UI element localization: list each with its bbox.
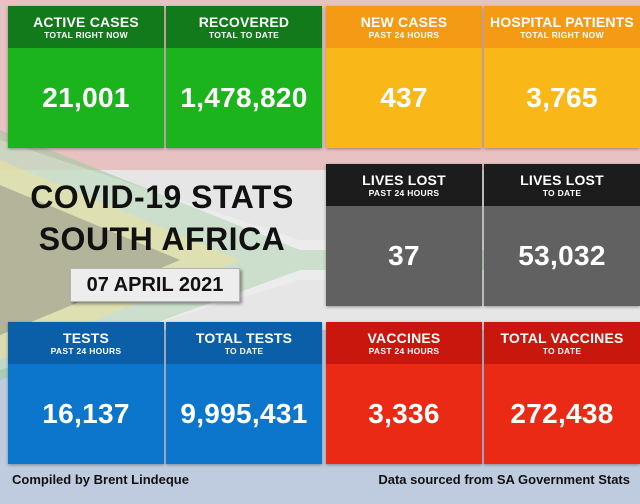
card-title: VACCINES: [367, 329, 441, 346]
lives-lost-24h-card: LIVES LOST PAST 24 HOURS 37: [326, 164, 482, 306]
date-badge: 07 APRIL 2021: [70, 268, 240, 302]
footer-source: Data sourced from SA Government Stats: [378, 472, 630, 487]
recovered-card: RECOVERED TOTAL TO DATE 1,478,820: [166, 6, 322, 148]
card-title: TOTAL VACCINES: [500, 329, 624, 346]
card-value: 37: [326, 206, 482, 306]
card-subtitle: PAST 24 HOURS: [368, 345, 440, 356]
card-value: 3,765: [484, 48, 640, 148]
card-title: LIVES LOST: [520, 171, 604, 188]
card-title: TOTAL TESTS: [195, 329, 293, 346]
active-cases-card: ACTIVE CASES TOTAL RIGHT NOW 21,001: [8, 6, 164, 148]
card-subtitle: TOTAL RIGHT NOW: [44, 29, 128, 40]
card-subtitle: TOTAL RIGHT NOW: [520, 29, 604, 40]
total-vaccines-card: TOTAL VACCINES TO DATE 272,438: [484, 322, 640, 464]
card-title: HOSPITAL PATIENTS: [490, 13, 634, 30]
headline-line2: SOUTH AFRICA: [38, 221, 286, 257]
card-subtitle: PAST 24 HOURS: [50, 345, 122, 356]
card-subtitle: TOTAL TO DATE: [208, 29, 280, 40]
card-value: 3,336: [326, 364, 482, 464]
total-tests-card: TOTAL TESTS TO DATE 9,995,431: [166, 322, 322, 464]
card-value: 21,001: [8, 48, 164, 148]
card-value: 1,478,820: [166, 48, 322, 148]
lives-lost-total-card: LIVES LOST TO DATE 53,032: [484, 164, 640, 306]
card-title: ACTIVE CASES: [33, 13, 139, 30]
card-value: 53,032: [484, 206, 640, 306]
card-title: TESTS: [62, 329, 110, 346]
card-title: LIVES LOST: [362, 171, 446, 188]
card-subtitle: TO DATE: [224, 345, 264, 356]
card-subtitle: TO DATE: [542, 187, 582, 198]
footer-credit: Compiled by Brent Lindeque: [12, 472, 189, 487]
card-value: 437: [326, 48, 482, 148]
card-value: 9,995,431: [166, 364, 322, 464]
card-title: RECOVERED: [198, 13, 290, 30]
vaccines-24h-card: VACCINES PAST 24 HOURS 3,336: [326, 322, 482, 464]
card-subtitle: TO DATE: [542, 345, 582, 356]
tests-24h-card: TESTS PAST 24 HOURS 16,137: [8, 322, 164, 464]
card-value: 272,438: [484, 364, 640, 464]
new-cases-card: NEW CASES PAST 24 HOURS 437: [326, 6, 482, 148]
hospital-patients-card: HOSPITAL PATIENTS TOTAL RIGHT NOW 3,765: [484, 6, 640, 148]
card-title: NEW CASES: [360, 13, 448, 30]
headline-line1: COVID-19 STATS: [30, 179, 294, 215]
card-subtitle: PAST 24 HOURS: [368, 187, 440, 198]
card-value: 16,137: [8, 364, 164, 464]
headline: COVID-19 STATS SOUTH AFRICA: [8, 176, 316, 260]
card-subtitle: PAST 24 HOURS: [368, 29, 440, 40]
